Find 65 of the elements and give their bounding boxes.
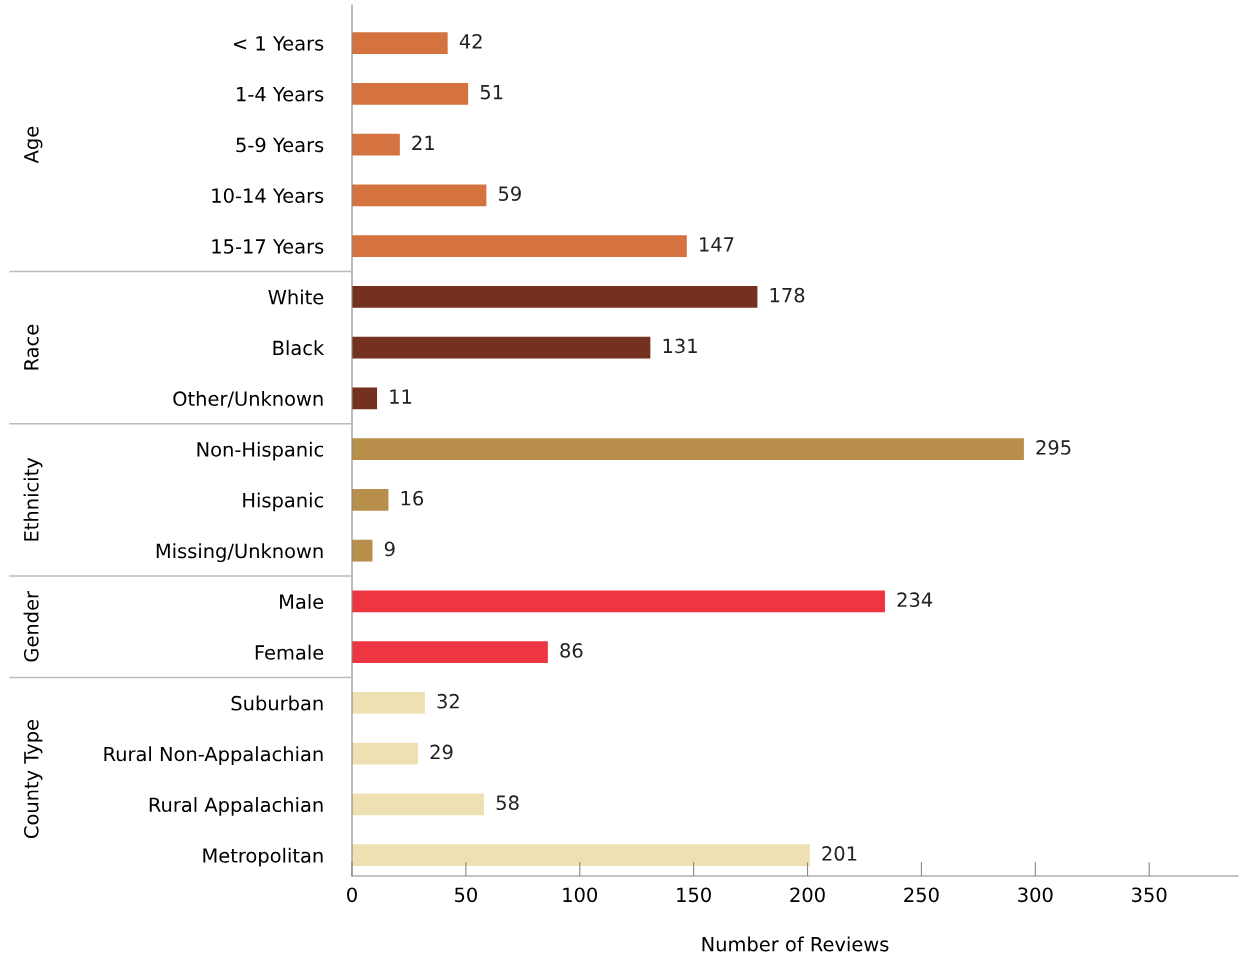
data-label: 59 [498, 186, 521, 201]
y-tick-label: 10-14 Years [212, 188, 324, 203]
y-tick-label: Female [255, 644, 324, 660]
y-tick-label: Black [273, 340, 325, 356]
bar [352, 387, 378, 410]
data-label: 201 [822, 846, 857, 861]
bar [352, 285, 758, 308]
bar [352, 539, 373, 562]
bar [352, 438, 1024, 461]
bar [352, 184, 487, 207]
bar [352, 235, 687, 258]
data-label: 51 [480, 85, 503, 100]
data-label: 9 [384, 541, 395, 557]
x-axis-title: Number of Reviews [702, 936, 889, 952]
text: County Type [23, 720, 43, 839]
data-label: 86 [560, 643, 583, 658]
y-tick-label: Metropolitan [203, 847, 323, 867]
y-tick-label: < 1 Years [233, 36, 324, 51]
data-label: 147 [700, 237, 734, 252]
data-label: 178 [770, 287, 805, 303]
data-label: 11 [390, 389, 412, 404]
bar [352, 336, 651, 359]
y-tick-label: 1-4 Years [237, 87, 324, 102]
bar [352, 692, 425, 714]
data-label: 21 [412, 135, 434, 150]
data-label: 29 [430, 744, 453, 760]
bar [352, 133, 400, 156]
data-label: 42 [459, 34, 482, 49]
y-tick-label: 15-17 Years [212, 239, 324, 254]
bar [352, 641, 548, 664]
bar [352, 488, 389, 511]
x-tick-label: 0 [347, 887, 357, 903]
data-label: 234 [897, 592, 933, 608]
text: Gender [23, 590, 39, 662]
data-label: 16 [401, 490, 424, 506]
text: Ethnicity [23, 457, 43, 541]
x-tick-label: 250 [904, 887, 939, 903]
y-tick-label: Suburban [231, 695, 323, 711]
bar [352, 844, 810, 867]
y-tick-label: White [268, 289, 324, 305]
y-tick-label: Missing/Unknown [156, 543, 323, 563]
data-label: 295 [1036, 440, 1071, 455]
y-tick-label: Non-Hispanic [197, 441, 324, 461]
text: Age [24, 126, 43, 164]
bar [352, 793, 485, 816]
x-tick-label: 200 [790, 887, 825, 903]
bar [352, 82, 469, 105]
x-tick-label: 150 [677, 887, 711, 903]
text: Race [24, 324, 39, 370]
data-label: 32 [437, 693, 459, 709]
y-tick-label: Male [280, 594, 324, 610]
y-tick-label: Rural Non-Appalachian [104, 746, 323, 766]
x-tick-label: 100 [563, 887, 598, 903]
data-label: 58 [496, 795, 519, 811]
x-tick-label: 50 [455, 887, 477, 903]
y-tick-label: Other/Unknown [173, 390, 323, 408]
bar [352, 590, 885, 613]
x-tick-label: 300 [1018, 887, 1053, 903]
bar [352, 742, 419, 765]
data-label: 131 [663, 338, 697, 354]
y-tick-label: Rural Appalachian [149, 797, 323, 816]
y-tick-label: Hispanic [243, 492, 324, 512]
y-tick-label: 5-9 Years [236, 137, 324, 153]
x-tick-label: 350 [1132, 887, 1167, 903]
bar [352, 32, 448, 54]
